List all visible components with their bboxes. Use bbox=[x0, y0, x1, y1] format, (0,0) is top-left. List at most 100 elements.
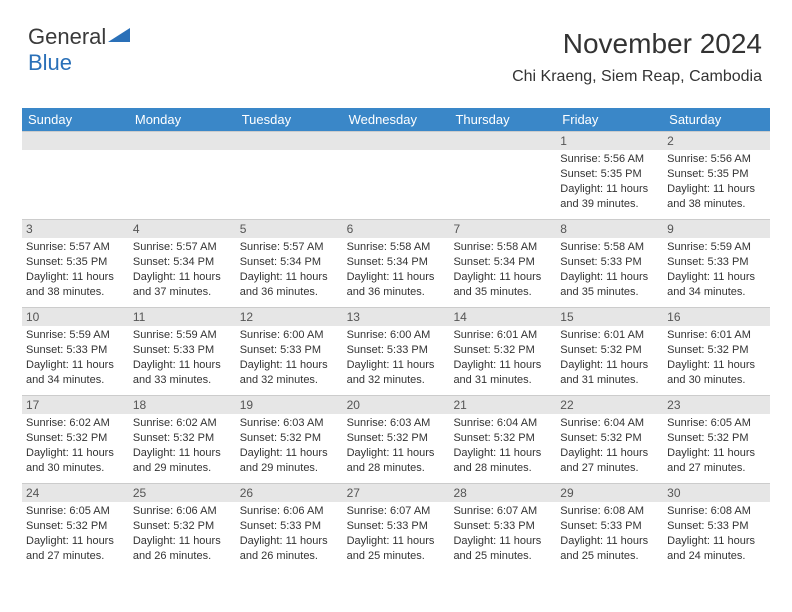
day-content: Sunrise: 6:05 AMSunset: 5:32 PMDaylight:… bbox=[22, 502, 129, 567]
day-number: 6 bbox=[343, 220, 450, 238]
logo-triangle-icon bbox=[108, 26, 130, 49]
title-location: Chi Kraeng, Siem Reap, Cambodia bbox=[512, 68, 762, 86]
day-cell: 11Sunrise: 5:59 AMSunset: 5:33 PMDayligh… bbox=[129, 307, 236, 395]
day-cell: 26Sunrise: 6:06 AMSunset: 5:33 PMDayligh… bbox=[236, 483, 343, 571]
day-cell: 9Sunrise: 5:59 AMSunset: 5:33 PMDaylight… bbox=[663, 219, 770, 307]
day-number: 5 bbox=[236, 220, 343, 238]
day-cell: 8Sunrise: 5:58 AMSunset: 5:33 PMDaylight… bbox=[556, 219, 663, 307]
header-cell-thursday: Thursday bbox=[449, 108, 556, 131]
day-number bbox=[129, 132, 236, 150]
day-cell: 28Sunrise: 6:07 AMSunset: 5:33 PMDayligh… bbox=[449, 483, 556, 571]
header-cell-sunday: Sunday bbox=[22, 108, 129, 131]
day-cell bbox=[343, 131, 450, 219]
day-number: 18 bbox=[129, 396, 236, 414]
day-cell: 13Sunrise: 6:00 AMSunset: 5:33 PMDayligh… bbox=[343, 307, 450, 395]
day-content: Sunrise: 5:58 AMSunset: 5:34 PMDaylight:… bbox=[449, 238, 556, 303]
day-number: 2 bbox=[663, 132, 770, 150]
week-row: 1Sunrise: 5:56 AMSunset: 5:35 PMDaylight… bbox=[22, 131, 770, 219]
day-cell: 15Sunrise: 6:01 AMSunset: 5:32 PMDayligh… bbox=[556, 307, 663, 395]
day-number bbox=[343, 132, 450, 150]
day-number: 9 bbox=[663, 220, 770, 238]
day-content: Sunrise: 5:59 AMSunset: 5:33 PMDaylight:… bbox=[663, 238, 770, 303]
day-cell: 4Sunrise: 5:57 AMSunset: 5:34 PMDaylight… bbox=[129, 219, 236, 307]
day-cell: 19Sunrise: 6:03 AMSunset: 5:32 PMDayligh… bbox=[236, 395, 343, 483]
day-content: Sunrise: 6:01 AMSunset: 5:32 PMDaylight:… bbox=[663, 326, 770, 391]
week-row: 17Sunrise: 6:02 AMSunset: 5:32 PMDayligh… bbox=[22, 395, 770, 483]
day-number bbox=[236, 132, 343, 150]
header-cell-monday: Monday bbox=[129, 108, 236, 131]
day-cell: 30Sunrise: 6:08 AMSunset: 5:33 PMDayligh… bbox=[663, 483, 770, 571]
day-content: Sunrise: 6:04 AMSunset: 5:32 PMDaylight:… bbox=[449, 414, 556, 479]
day-cell: 24Sunrise: 6:05 AMSunset: 5:32 PMDayligh… bbox=[22, 483, 129, 571]
day-number: 28 bbox=[449, 484, 556, 502]
day-number: 25 bbox=[129, 484, 236, 502]
day-cell: 2Sunrise: 5:56 AMSunset: 5:35 PMDaylight… bbox=[663, 131, 770, 219]
day-cell: 3Sunrise: 5:57 AMSunset: 5:35 PMDaylight… bbox=[22, 219, 129, 307]
day-content: Sunrise: 5:56 AMSunset: 5:35 PMDaylight:… bbox=[556, 150, 663, 215]
day-cell bbox=[22, 131, 129, 219]
logo: General Blue bbox=[28, 24, 130, 76]
day-cell: 20Sunrise: 6:03 AMSunset: 5:32 PMDayligh… bbox=[343, 395, 450, 483]
header-cell-saturday: Saturday bbox=[663, 108, 770, 131]
day-number: 1 bbox=[556, 132, 663, 150]
day-content: Sunrise: 6:08 AMSunset: 5:33 PMDaylight:… bbox=[556, 502, 663, 567]
logo-text-general: General bbox=[28, 24, 106, 49]
day-number: 14 bbox=[449, 308, 556, 326]
day-number: 27 bbox=[343, 484, 450, 502]
day-number: 20 bbox=[343, 396, 450, 414]
day-cell: 23Sunrise: 6:05 AMSunset: 5:32 PMDayligh… bbox=[663, 395, 770, 483]
calendar-header-row: SundayMondayTuesdayWednesdayThursdayFrid… bbox=[22, 108, 770, 131]
day-cell: 17Sunrise: 6:02 AMSunset: 5:32 PMDayligh… bbox=[22, 395, 129, 483]
day-cell: 21Sunrise: 6:04 AMSunset: 5:32 PMDayligh… bbox=[449, 395, 556, 483]
day-number: 16 bbox=[663, 308, 770, 326]
day-content: Sunrise: 6:03 AMSunset: 5:32 PMDaylight:… bbox=[343, 414, 450, 479]
day-content: Sunrise: 5:59 AMSunset: 5:33 PMDaylight:… bbox=[129, 326, 236, 391]
day-number: 29 bbox=[556, 484, 663, 502]
day-number: 11 bbox=[129, 308, 236, 326]
day-cell: 12Sunrise: 6:00 AMSunset: 5:33 PMDayligh… bbox=[236, 307, 343, 395]
day-cell bbox=[129, 131, 236, 219]
day-content: Sunrise: 6:02 AMSunset: 5:32 PMDaylight:… bbox=[22, 414, 129, 479]
day-number: 30 bbox=[663, 484, 770, 502]
day-number: 3 bbox=[22, 220, 129, 238]
day-content: Sunrise: 6:08 AMSunset: 5:33 PMDaylight:… bbox=[663, 502, 770, 567]
day-cell: 10Sunrise: 5:59 AMSunset: 5:33 PMDayligh… bbox=[22, 307, 129, 395]
week-row: 10Sunrise: 5:59 AMSunset: 5:33 PMDayligh… bbox=[22, 307, 770, 395]
day-cell: 29Sunrise: 6:08 AMSunset: 5:33 PMDayligh… bbox=[556, 483, 663, 571]
day-content: Sunrise: 5:58 AMSunset: 5:33 PMDaylight:… bbox=[556, 238, 663, 303]
day-cell bbox=[236, 131, 343, 219]
day-content: Sunrise: 6:01 AMSunset: 5:32 PMDaylight:… bbox=[556, 326, 663, 391]
day-number: 17 bbox=[22, 396, 129, 414]
day-number: 12 bbox=[236, 308, 343, 326]
calendar: SundayMondayTuesdayWednesdayThursdayFrid… bbox=[22, 108, 770, 571]
day-content: Sunrise: 6:00 AMSunset: 5:33 PMDaylight:… bbox=[343, 326, 450, 391]
day-number: 19 bbox=[236, 396, 343, 414]
day-content: Sunrise: 6:05 AMSunset: 5:32 PMDaylight:… bbox=[663, 414, 770, 479]
day-content: Sunrise: 6:07 AMSunset: 5:33 PMDaylight:… bbox=[449, 502, 556, 567]
day-content: Sunrise: 6:06 AMSunset: 5:33 PMDaylight:… bbox=[236, 502, 343, 567]
day-cell: 6Sunrise: 5:58 AMSunset: 5:34 PMDaylight… bbox=[343, 219, 450, 307]
day-number: 8 bbox=[556, 220, 663, 238]
day-cell: 25Sunrise: 6:06 AMSunset: 5:32 PMDayligh… bbox=[129, 483, 236, 571]
day-content: Sunrise: 5:57 AMSunset: 5:35 PMDaylight:… bbox=[22, 238, 129, 303]
day-cell: 1Sunrise: 5:56 AMSunset: 5:35 PMDaylight… bbox=[556, 131, 663, 219]
day-cell bbox=[449, 131, 556, 219]
day-number bbox=[22, 132, 129, 150]
day-content: Sunrise: 6:02 AMSunset: 5:32 PMDaylight:… bbox=[129, 414, 236, 479]
day-cell: 5Sunrise: 5:57 AMSunset: 5:34 PMDaylight… bbox=[236, 219, 343, 307]
day-cell: 22Sunrise: 6:04 AMSunset: 5:32 PMDayligh… bbox=[556, 395, 663, 483]
day-content: Sunrise: 5:58 AMSunset: 5:34 PMDaylight:… bbox=[343, 238, 450, 303]
day-content: Sunrise: 6:07 AMSunset: 5:33 PMDaylight:… bbox=[343, 502, 450, 567]
week-row: 24Sunrise: 6:05 AMSunset: 5:32 PMDayligh… bbox=[22, 483, 770, 571]
header-cell-friday: Friday bbox=[556, 108, 663, 131]
day-content: Sunrise: 6:03 AMSunset: 5:32 PMDaylight:… bbox=[236, 414, 343, 479]
day-number: 10 bbox=[22, 308, 129, 326]
day-content: Sunrise: 6:06 AMSunset: 5:32 PMDaylight:… bbox=[129, 502, 236, 567]
day-cell: 7Sunrise: 5:58 AMSunset: 5:34 PMDaylight… bbox=[449, 219, 556, 307]
day-number: 23 bbox=[663, 396, 770, 414]
day-content: Sunrise: 5:57 AMSunset: 5:34 PMDaylight:… bbox=[236, 238, 343, 303]
day-number: 22 bbox=[556, 396, 663, 414]
day-number: 15 bbox=[556, 308, 663, 326]
day-content: Sunrise: 5:56 AMSunset: 5:35 PMDaylight:… bbox=[663, 150, 770, 215]
day-number bbox=[449, 132, 556, 150]
